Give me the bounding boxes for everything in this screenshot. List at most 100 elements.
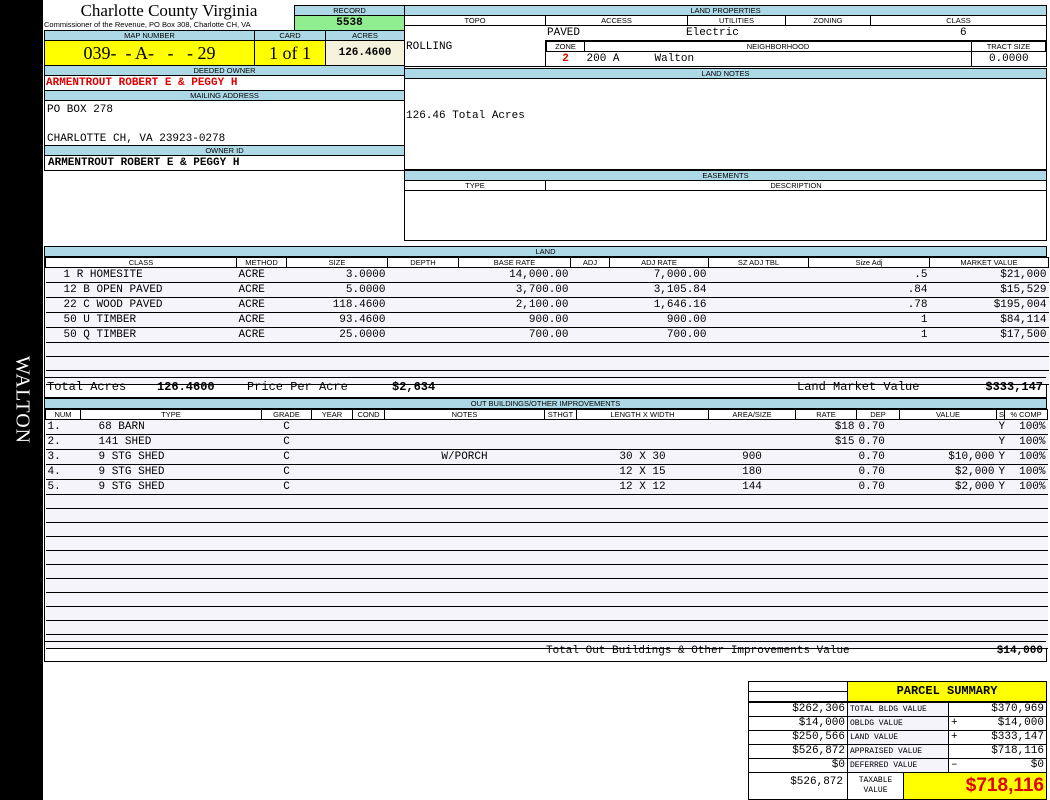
outbuilding-cell — [544, 620, 577, 635]
land-cell: 700.00 — [609, 327, 709, 343]
outbuilding-cell: W/PORCH — [384, 449, 545, 465]
outbuilding-row: 4. 9 STG SHED C 12 X 15 180 0.70 $2,000 Y 100% — [45, 464, 1048, 480]
outbuilding-cell: 9 STG SHED — [80, 464, 262, 480]
outbuilding-cell — [311, 578, 353, 593]
access-header: ACCESS — [545, 15, 688, 26]
outbuildings-column-header: AREA/SIZE — [708, 409, 796, 420]
outbuilding-cell — [384, 550, 545, 565]
taxable-left-value: $526,872 — [748, 772, 848, 800]
easement-type-header: TYPE — [404, 180, 546, 191]
outbuilding-cell — [576, 620, 709, 635]
district-label: WALTON — [11, 355, 33, 445]
outbuilding-cell: C — [261, 419, 312, 435]
utilities-value: Electric — [686, 27, 739, 39]
outbuildings-column-header: RATE — [795, 409, 857, 420]
outbuilding-cell — [996, 508, 1005, 523]
outbuilding-cell — [544, 550, 577, 565]
outbuilding-cell — [899, 620, 997, 635]
outbuilding-cell — [352, 419, 385, 435]
outbuilding-cell — [899, 419, 997, 435]
outbuilding-cell: 9 STG SHED — [80, 449, 262, 465]
outbuilding-cell — [384, 564, 545, 579]
outbuilding-row — [45, 620, 1048, 635]
land-cell — [708, 356, 809, 371]
outbuilding-cell: 100% — [1004, 449, 1048, 465]
outbuilding-cell — [1004, 508, 1048, 523]
land-cell — [387, 312, 459, 328]
outbuilding-cell — [311, 592, 353, 607]
outbuilding-cell — [261, 522, 312, 537]
land-cell — [708, 342, 809, 357]
outbuilding-cell — [795, 508, 857, 523]
outbuildings-total-label: Total Out Buildings & Other Improvements… — [546, 645, 850, 657]
neighborhood-code: 200 A — [586, 53, 620, 66]
outbuilding-cell — [544, 419, 577, 435]
land-cell: 14,000.00 — [458, 267, 571, 283]
outbuilding-cell — [795, 494, 857, 509]
outbuilding-cell — [311, 508, 353, 523]
outbuilding-cell: 100% — [1004, 419, 1048, 435]
outbuilding-cell — [856, 592, 900, 607]
outbuilding-cell: C — [261, 449, 312, 465]
outbuilding-cell — [576, 434, 709, 450]
taxable-value: $718,116 — [903, 772, 1047, 800]
outbuilding-cell — [1004, 550, 1048, 565]
outbuildings-column-header: YEAR — [311, 409, 353, 420]
land-cell — [458, 356, 571, 371]
outbuilding-cell — [311, 564, 353, 579]
price-per-acre: $2,634 — [392, 380, 436, 394]
land-cell: 22 C WOOD PAVED — [45, 297, 237, 313]
outbuilding-cell — [576, 419, 709, 435]
land-cell: $195,004 — [929, 297, 1049, 313]
land-cell: 900.00 — [458, 312, 571, 328]
outbuilding-cell — [45, 494, 81, 509]
outbuilding-cell: Y — [996, 419, 1005, 435]
summary-sign: + — [951, 717, 958, 730]
outbuildings-panel: OUT BUILDINGS/OTHER IMPROVEMENTS NUM TYPE… — [44, 398, 1048, 662]
summary-value: – $0 — [948, 758, 1047, 773]
outbuilding-cell: 144 — [708, 479, 796, 495]
outbuilding-cell — [384, 464, 545, 480]
land-header-row: CLASS METHOD SIZE DEPTH BASE RATE ADJ ADJ RATE… — [45, 257, 1049, 268]
land-cell: $15,529 — [929, 282, 1049, 298]
land-column-header: CLASS — [45, 257, 237, 268]
outbuilding-cell — [899, 494, 997, 509]
land-cell — [808, 356, 930, 371]
outbuilding-row: 2. 141 SHED C $15 0.70 Y 100% — [45, 434, 1048, 450]
outbuilding-cell — [899, 592, 997, 607]
outbuilding-cell: 100% — [1004, 464, 1048, 480]
summary-row: $250,566 LAND VALUE + $333,147 — [748, 730, 1047, 745]
outbuilding-cell — [384, 578, 545, 593]
outbuilding-cell — [261, 578, 312, 593]
outbuilding-cell: C — [261, 434, 312, 450]
land-cell: 3,105.84 — [609, 282, 709, 298]
outbuilding-cell — [352, 522, 385, 537]
land-cell — [236, 342, 287, 357]
outbuilding-cell — [795, 606, 857, 621]
outbuilding-cell — [45, 592, 81, 607]
summary-amount: $0 — [1030, 759, 1044, 772]
outbuildings-column-header: NUM — [45, 409, 81, 420]
outbuilding-cell — [80, 508, 262, 523]
outbuilding-cell — [80, 578, 262, 593]
outbuilding-cell: 12 X 15 — [576, 464, 709, 480]
outbuilding-cell: 5. — [45, 479, 81, 495]
record-number: 5538 — [294, 15, 405, 31]
outbuilding-cell — [576, 550, 709, 565]
outbuilding-cell — [576, 508, 709, 523]
outbuilding-cell — [1004, 564, 1048, 579]
land-cell — [236, 356, 287, 371]
land-cell — [387, 342, 459, 357]
outbuilding-cell — [352, 550, 385, 565]
land-cell — [708, 327, 809, 343]
land-cell: 900.00 — [609, 312, 709, 328]
outbuilding-cell — [856, 620, 900, 635]
outbuildings-column-header: STHGT — [544, 409, 577, 420]
land-cell — [387, 282, 459, 298]
outbuilding-cell — [576, 606, 709, 621]
outbuilding-cell — [80, 564, 262, 579]
land-cell — [387, 267, 459, 283]
outbuildings-title: OUT BUILDINGS/OTHER IMPROVEMENTS — [45, 399, 1046, 409]
outbuilding-cell — [795, 550, 857, 565]
land-cell — [45, 342, 237, 357]
